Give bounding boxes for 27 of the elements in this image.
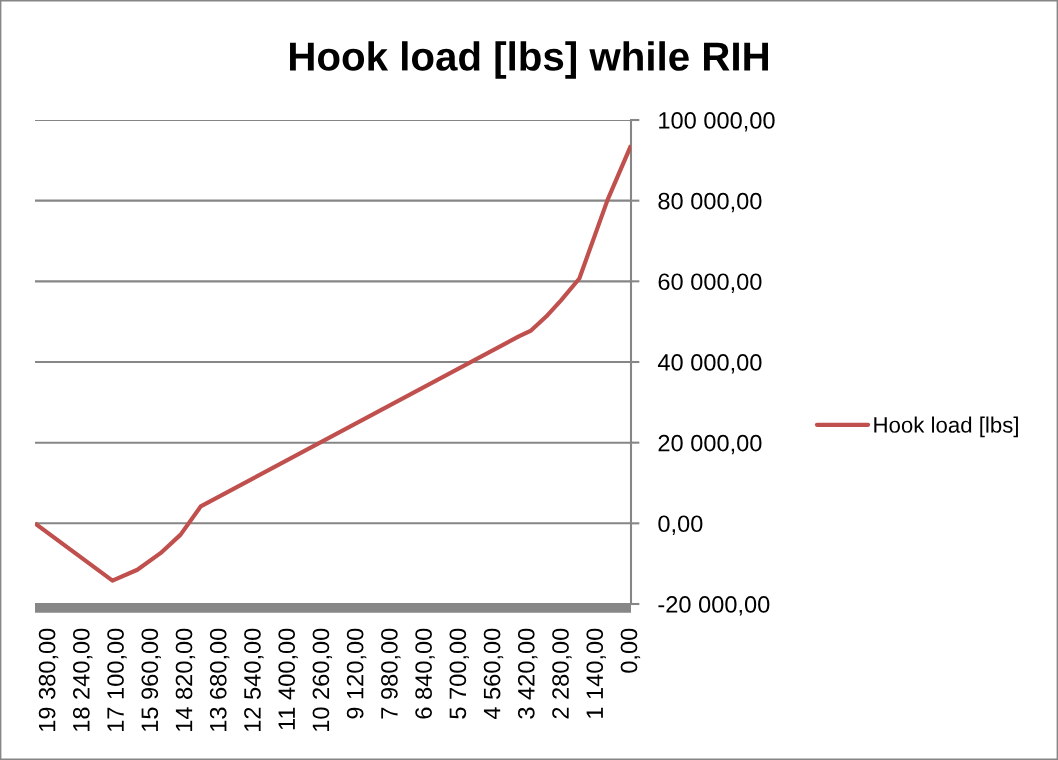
x-tick-label: 18 240,00	[72, 628, 93, 731]
x-tick-label: 17 100,00	[107, 628, 127, 731]
x-tick-label: 15 960,00	[141, 628, 161, 731]
x-tick-label: 4 560,00	[483, 628, 504, 720]
x-tick-label: 10 260,00	[312, 628, 333, 731]
x-tick-label: 11 400,00	[278, 628, 298, 730]
x-tick-label: 2 280,00	[552, 628, 572, 719]
x-tick-label: 0,00	[620, 628, 641, 673]
x-tick-label: 6 840,00	[415, 628, 435, 719]
y-tick-label: 40 000,00	[657, 354, 762, 374]
x-tick-label: 19 380,00	[38, 628, 59, 731]
x-tick-label: 5 700,00	[449, 628, 469, 719]
x-tick-label: 14 820,00	[175, 628, 196, 731]
y-tick-label: -20 000,00	[658, 596, 770, 616]
y-tick-label: 100 000,00	[659, 112, 775, 132]
x-tick-label: 12 540,00	[244, 628, 264, 731]
x-tick-label: 1 140,00	[586, 628, 606, 718]
x-tick-label: 9 120,00	[346, 628, 367, 719]
x-tick-label: 7 980,00	[381, 628, 401, 719]
x-tick-label: 3 420,00	[517, 628, 538, 719]
y-tick-label: 80 000,00	[658, 192, 762, 213]
y-tick-label: 0,00	[658, 515, 703, 535]
y-tick-label: 60 000,00	[658, 273, 762, 293]
chart-title: Hook load [lbs] while RIH	[290, 41, 768, 79]
legend-label: Hook load [lbs]	[874, 416, 1018, 438]
x-tick-label: 13 680,00	[209, 628, 230, 731]
y-tick-label: 20 000,00	[658, 434, 762, 455]
